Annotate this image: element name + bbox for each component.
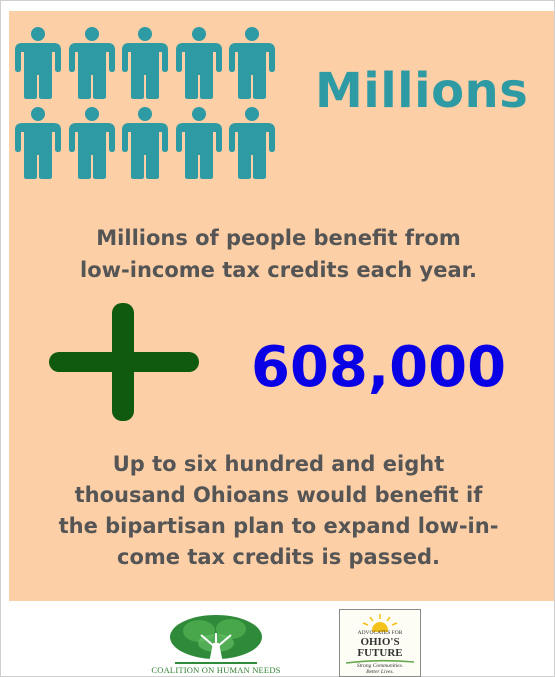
stat-number: 608,000 <box>251 335 507 400</box>
person-icon <box>122 27 168 99</box>
person-icon <box>122 107 168 179</box>
person-icon <box>229 27 275 99</box>
advocates-logo: ADVOCATES FOR OHIO'S FUTURE Strong Commu… <box>339 609 421 677</box>
intro-line-1: Millions of people benefit from <box>96 226 461 250</box>
advocates-line-3: FUTURE <box>357 647 403 659</box>
plus-icon <box>49 303 199 421</box>
coalition-logo: COALITION ON HUMAN NEEDS <box>151 613 281 677</box>
people-icon-grid <box>13 27 281 179</box>
body-line: come tax credits is passed. <box>117 545 440 569</box>
body-line: thousand Ohioans would benefit if <box>74 483 483 507</box>
person-icon <box>15 107 61 179</box>
person-icon <box>229 107 275 179</box>
body-line: Up to six hundred and eight <box>112 452 445 476</box>
headline-title: Millions <box>315 63 529 119</box>
person-icon <box>68 107 115 179</box>
intro-line-2: low-income tax credits each year. <box>80 258 477 282</box>
person-icon <box>175 27 222 99</box>
advocates-tagline-1: Strong Communities. <box>356 663 404 669</box>
advocates-line-1: ADVOCATES FOR <box>357 630 403 636</box>
advocates-line-2: OHIO'S <box>360 636 400 648</box>
body-line: the bipartisan plan to expand low-in- <box>58 514 499 538</box>
person-icon <box>68 27 115 99</box>
body-paragraph: Up to six hundred and eight thousand Ohi… <box>21 449 536 573</box>
person-icon <box>175 107 222 179</box>
sun-icon <box>362 614 398 632</box>
advocates-tagline-2: Better Lives. <box>366 669 394 675</box>
content-panel <box>9 11 554 601</box>
person-icon <box>15 27 61 99</box>
swoosh-icon <box>345 659 415 664</box>
coalition-logo-text: COALITION ON HUMAN NEEDS <box>151 665 281 675</box>
tree-icon <box>170 615 262 664</box>
